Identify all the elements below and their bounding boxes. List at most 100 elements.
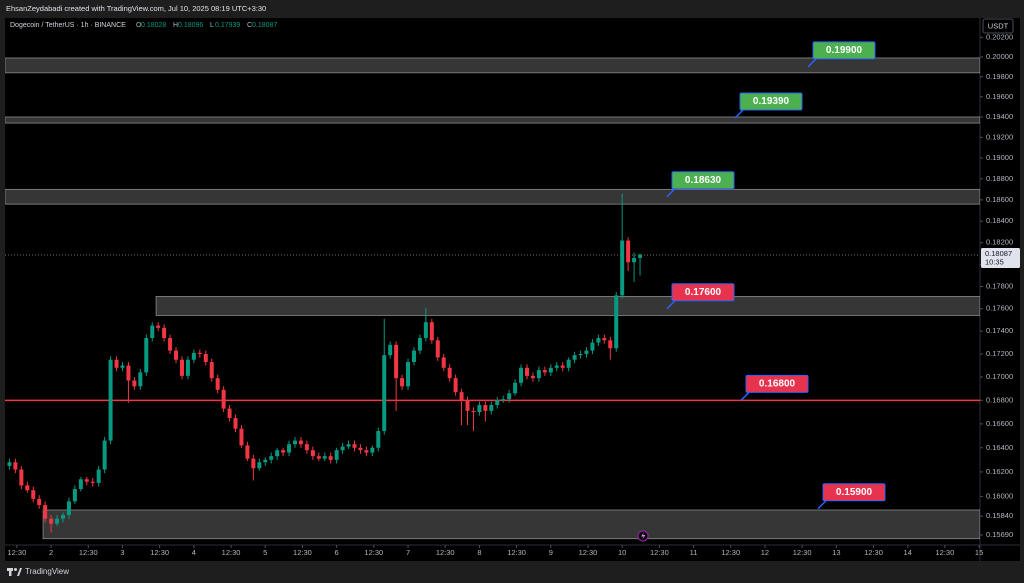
callout-box bbox=[671, 283, 735, 302]
candle-body bbox=[638, 254, 643, 258]
candle-body bbox=[596, 338, 601, 343]
candle-body bbox=[346, 444, 351, 447]
y-tick-label: 0.17600 bbox=[986, 304, 1013, 313]
legend-key: H bbox=[173, 22, 178, 29]
candle-body bbox=[495, 400, 500, 406]
x-tick-label: 11 bbox=[690, 548, 698, 557]
candle-body bbox=[269, 456, 274, 460]
x-tick-label: 12:30 bbox=[222, 548, 241, 557]
candle-body bbox=[25, 485, 30, 491]
y-tick-label: 0.16800 bbox=[986, 395, 1013, 404]
candle-body bbox=[459, 392, 464, 401]
callout-label: 0.16800 bbox=[759, 378, 796, 389]
candle-body bbox=[43, 505, 48, 519]
x-tick-label: 12:30 bbox=[8, 548, 27, 557]
candle-body bbox=[519, 367, 524, 383]
candle-body bbox=[429, 322, 434, 341]
y-tick-label: 0.20000 bbox=[986, 52, 1013, 61]
candle-body bbox=[37, 498, 42, 506]
x-tick-label: 12:30 bbox=[79, 548, 98, 557]
candle-body bbox=[13, 462, 18, 470]
currency-box[interactable] bbox=[982, 18, 1014, 34]
candle-body bbox=[400, 378, 405, 387]
currency[interactable]: USDT bbox=[988, 21, 1009, 30]
candle-body bbox=[49, 518, 54, 524]
x-tick-label: 12:30 bbox=[436, 548, 455, 557]
candle-body bbox=[168, 338, 173, 351]
y-tick-label: 0.17200 bbox=[986, 349, 1013, 358]
x-tick-label: 14 bbox=[904, 548, 912, 557]
x-tick-label: 12:30 bbox=[507, 548, 526, 557]
chart-area bbox=[5, 18, 1020, 561]
legend-key: C bbox=[247, 22, 252, 29]
candle-body bbox=[453, 378, 458, 393]
candle-body bbox=[548, 367, 553, 373]
legend-key: O bbox=[136, 22, 142, 29]
candle-body bbox=[483, 405, 488, 411]
candle-body bbox=[471, 410, 476, 413]
event-marker[interactable] bbox=[637, 530, 649, 542]
candle-body bbox=[19, 469, 24, 486]
zone bbox=[155, 296, 980, 316]
countdown: 10:35 bbox=[985, 257, 1004, 266]
candle-body bbox=[584, 350, 589, 354]
candle-body bbox=[530, 375, 535, 379]
candle-body bbox=[370, 447, 375, 453]
candle-body bbox=[61, 514, 66, 519]
candle-body bbox=[174, 350, 179, 360]
candle-body bbox=[566, 359, 571, 368]
y-tick-label: 0.19200 bbox=[986, 132, 1013, 141]
candle-body bbox=[263, 459, 268, 463]
candle-body bbox=[477, 405, 482, 413]
x-tick-label: 12:30 bbox=[579, 548, 598, 557]
candle-body bbox=[501, 399, 506, 401]
callout-pointer bbox=[666, 300, 676, 310]
callout-label: 0.17600 bbox=[685, 287, 722, 298]
candle-body bbox=[84, 479, 89, 482]
candle-body bbox=[132, 380, 137, 387]
candle-body bbox=[417, 338, 422, 351]
candle-body bbox=[328, 456, 333, 460]
candle-body bbox=[197, 352, 202, 354]
x-tick-label: 12:30 bbox=[793, 548, 812, 557]
candle-body bbox=[221, 389, 226, 409]
tv-logo bbox=[7, 568, 22, 576]
brand: TradingView bbox=[25, 567, 69, 576]
x-tick-label: 12:30 bbox=[364, 548, 383, 557]
header-credit: EhsanZeydabadi created with TradingView.… bbox=[6, 4, 266, 13]
y-tick-label: 0.19800 bbox=[986, 72, 1013, 81]
candle-body bbox=[293, 440, 298, 445]
callout-box bbox=[812, 41, 876, 60]
y-tick-label: 0.18200 bbox=[986, 238, 1013, 247]
candle-body bbox=[233, 417, 238, 429]
y-tick-label: 0.19000 bbox=[986, 153, 1013, 162]
x-tick-label: 12:30 bbox=[150, 548, 169, 557]
candle-body bbox=[554, 365, 559, 368]
callout-pointer bbox=[666, 188, 676, 198]
zone bbox=[5, 116, 980, 124]
candle-body bbox=[406, 362, 411, 387]
candle-body bbox=[239, 428, 244, 446]
y-tick-label: 0.15690 bbox=[986, 530, 1013, 539]
candle-body bbox=[465, 400, 470, 411]
candle-body bbox=[227, 408, 232, 418]
candle-body bbox=[185, 359, 190, 376]
candle-body bbox=[322, 456, 327, 459]
y-tick-label: 0.18400 bbox=[986, 216, 1013, 225]
callout-pointer bbox=[817, 500, 827, 510]
y-tick-label: 0.16600 bbox=[986, 419, 1013, 428]
candle-body bbox=[340, 446, 345, 451]
legend-key: L bbox=[210, 22, 214, 29]
x-tick-label: 3 bbox=[120, 548, 124, 557]
y-tick-label: 0.15840 bbox=[986, 511, 1013, 520]
x-tick-label: 15 bbox=[975, 548, 983, 557]
x-tick-label: 2 bbox=[49, 548, 53, 557]
candle-body bbox=[358, 447, 363, 451]
y-tick-label: 0.18600 bbox=[986, 195, 1013, 204]
candle-body bbox=[441, 357, 446, 368]
candle-body bbox=[334, 450, 339, 460]
y-tick-label: 0.19600 bbox=[986, 92, 1013, 101]
callout-pointer bbox=[734, 109, 744, 119]
callout-label: 0.18630 bbox=[685, 175, 722, 186]
candle-body bbox=[590, 342, 595, 351]
